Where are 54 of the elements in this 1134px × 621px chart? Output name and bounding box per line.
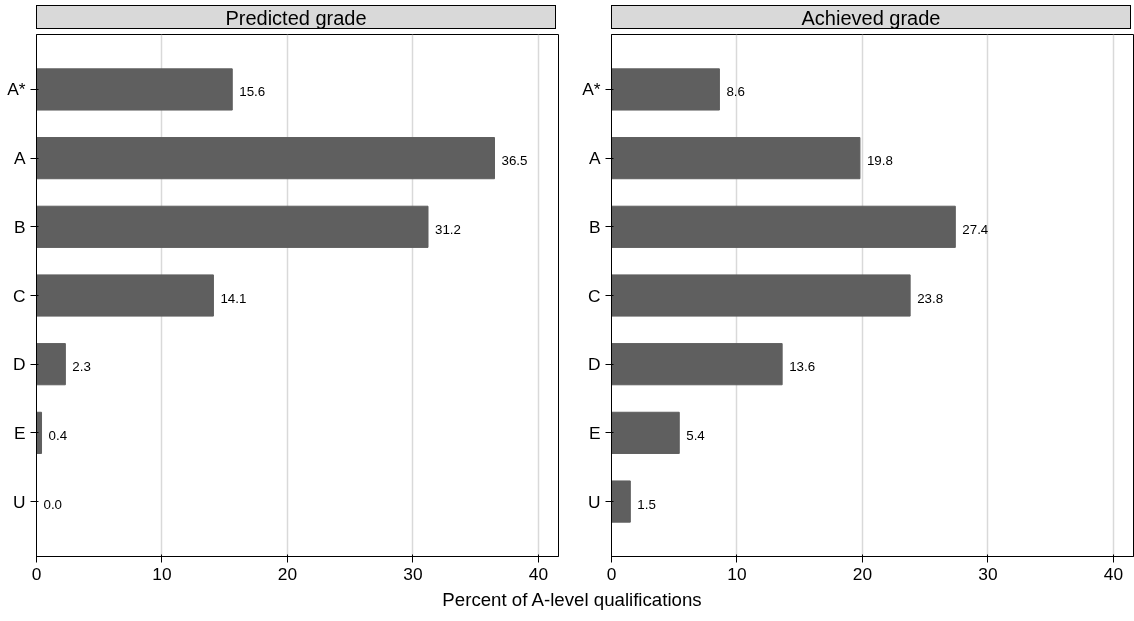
data-label: 8.6 — [726, 84, 745, 100]
bar — [611, 343, 783, 386]
x-tick-label: 30 — [403, 563, 423, 584]
x-tick-label: 40 — [528, 563, 549, 584]
y-tick-label: E — [13, 422, 26, 443]
bar — [36, 343, 66, 386]
data-label: 0.4 — [48, 427, 68, 443]
data-label: 23.8 — [917, 290, 944, 306]
data-label: 0.0 — [43, 496, 63, 512]
data-label: 13.6 — [789, 359, 816, 375]
data-label: 27.4 — [962, 221, 989, 237]
bar — [36, 137, 495, 180]
bar — [611, 480, 631, 523]
bar — [611, 411, 680, 454]
y-tick-label: A — [588, 148, 601, 169]
y-tick-label: D — [587, 354, 601, 375]
bar — [36, 274, 214, 317]
y-tick-label: C — [12, 285, 26, 306]
x-tick-label: 40 — [1103, 563, 1124, 584]
bar — [611, 205, 956, 248]
y-tick-label: A* — [582, 79, 601, 100]
data-label: 1.5 — [637, 496, 656, 512]
x-tick-label: 10 — [152, 563, 172, 584]
bar — [36, 68, 233, 111]
bar — [611, 68, 720, 111]
y-tick-label: E — [588, 422, 601, 443]
y-tick-label: U — [587, 491, 601, 512]
x-tick-label: 0 — [606, 563, 617, 584]
y-tick-label: A* — [7, 79, 26, 100]
chart-title: Predicted grade — [225, 6, 367, 30]
x-tick-label: 20 — [852, 563, 873, 584]
x-tick-label: 20 — [277, 563, 298, 584]
data-label: 31.2 — [435, 221, 461, 237]
x-tick-label: 0 — [31, 563, 42, 584]
y-tick-label: B — [13, 216, 26, 237]
data-label: 5.4 — [686, 427, 706, 443]
y-tick-label: U — [12, 491, 26, 512]
chart-title: Achieved grade — [801, 6, 941, 30]
bar — [36, 205, 429, 248]
x-axis-title: Percent of A-level qualifications — [442, 588, 702, 612]
bar — [611, 274, 911, 317]
y-tick-label: B — [588, 216, 601, 237]
data-label: 14.1 — [220, 290, 247, 306]
y-tick-label: D — [12, 354, 26, 375]
bar — [611, 137, 861, 180]
data-label: 36.5 — [501, 153, 528, 169]
y-tick-label: C — [587, 285, 601, 306]
data-label: 2.3 — [72, 359, 91, 375]
data-label: 15.6 — [239, 84, 266, 100]
x-tick-label: 30 — [978, 563, 998, 584]
data-label: 19.8 — [866, 153, 893, 169]
y-tick-label: A — [13, 148, 26, 169]
bar — [36, 411, 43, 454]
x-tick-label: 10 — [727, 563, 747, 584]
